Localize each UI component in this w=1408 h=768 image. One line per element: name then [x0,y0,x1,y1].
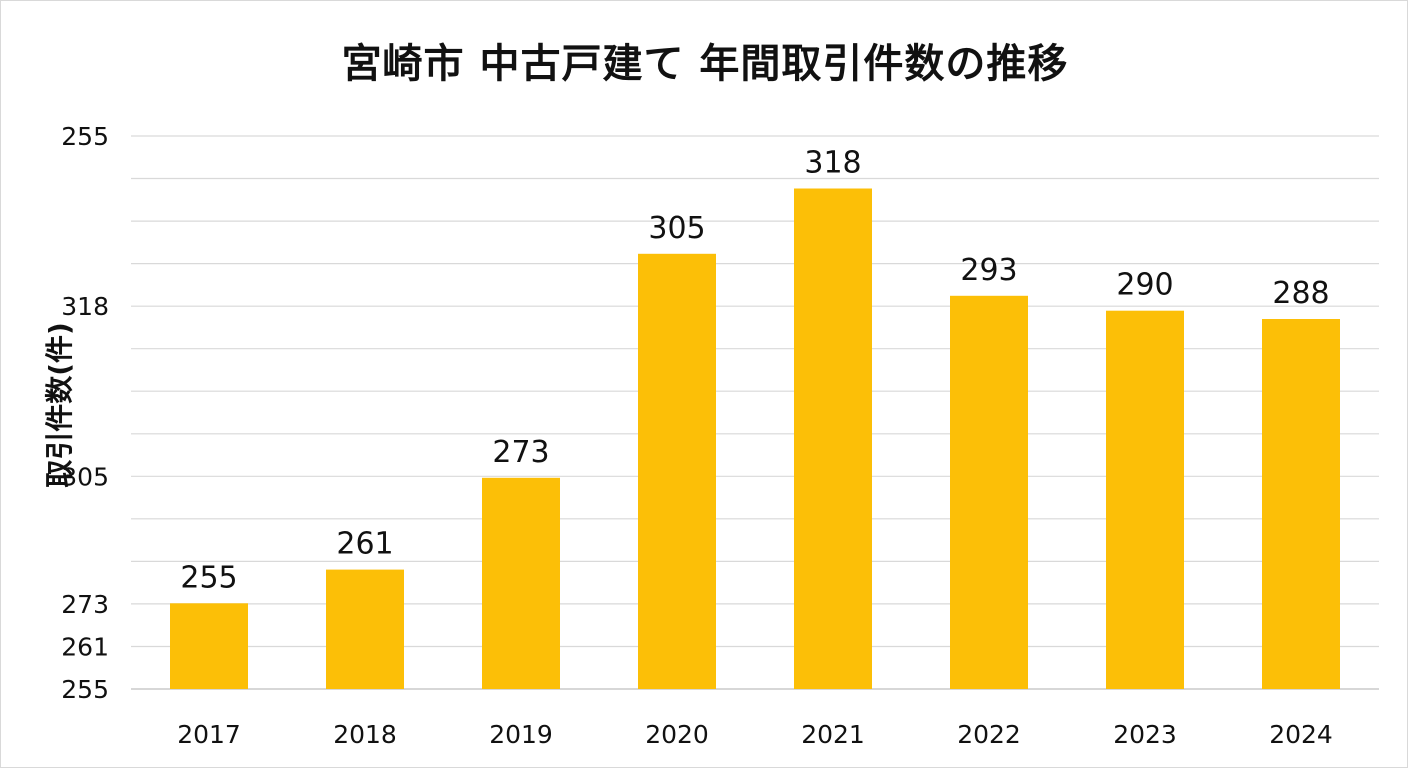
bars [170,188,1340,690]
bar-2019 [482,477,560,689]
bar-2024 [1262,319,1340,689]
bar-2018 [326,569,404,689]
y-tick-label: 318 [61,292,109,321]
x-tick-label-2023: 2023 [1113,720,1177,749]
y-tick-label: 273 [61,590,109,619]
bar-2021 [794,188,872,689]
x-tick-label-2024: 2024 [1269,720,1333,749]
data-label-2017: 255 [180,560,237,595]
x-tick-labels: 2017 2018 2019 2020 2021 2022 2023 2024 [177,720,1333,749]
bar-2020 [638,253,716,690]
y-tick-label: 255 [61,675,109,704]
data-label-2018: 261 [336,527,393,562]
chart-title: 宮崎市 中古戸建て 年間取引件数の推移 [341,41,1069,87]
y-tick-label: 255 [61,122,109,151]
x-tick-label-2019: 2019 [489,720,553,749]
data-label-2019: 273 [492,435,549,470]
data-label-2021: 318 [804,146,861,181]
gridlines [131,135,1379,690]
bar-2017 [170,603,248,689]
data-label-2022: 293 [960,253,1017,288]
x-tick-label-2017: 2017 [177,720,241,749]
data-label-2023: 290 [1116,268,1173,303]
x-tick-label-2018: 2018 [333,720,397,749]
y-tick-label: 305 [61,462,109,491]
bar-2023 [1106,310,1184,689]
data-label-2024: 288 [1272,276,1329,311]
bar-2022 [950,295,1028,689]
y-tick-labels: 255 318 305 273 261 255 [61,122,109,704]
y-tick-label: 261 [61,633,109,662]
data-labels: 255 261 273 305 318 293 290 288 [180,146,1329,596]
x-tick-label-2020: 2020 [645,720,709,749]
data-label-2020: 305 [648,211,705,246]
x-tick-label-2021: 2021 [801,720,865,749]
x-tick-label-2022: 2022 [957,720,1021,749]
